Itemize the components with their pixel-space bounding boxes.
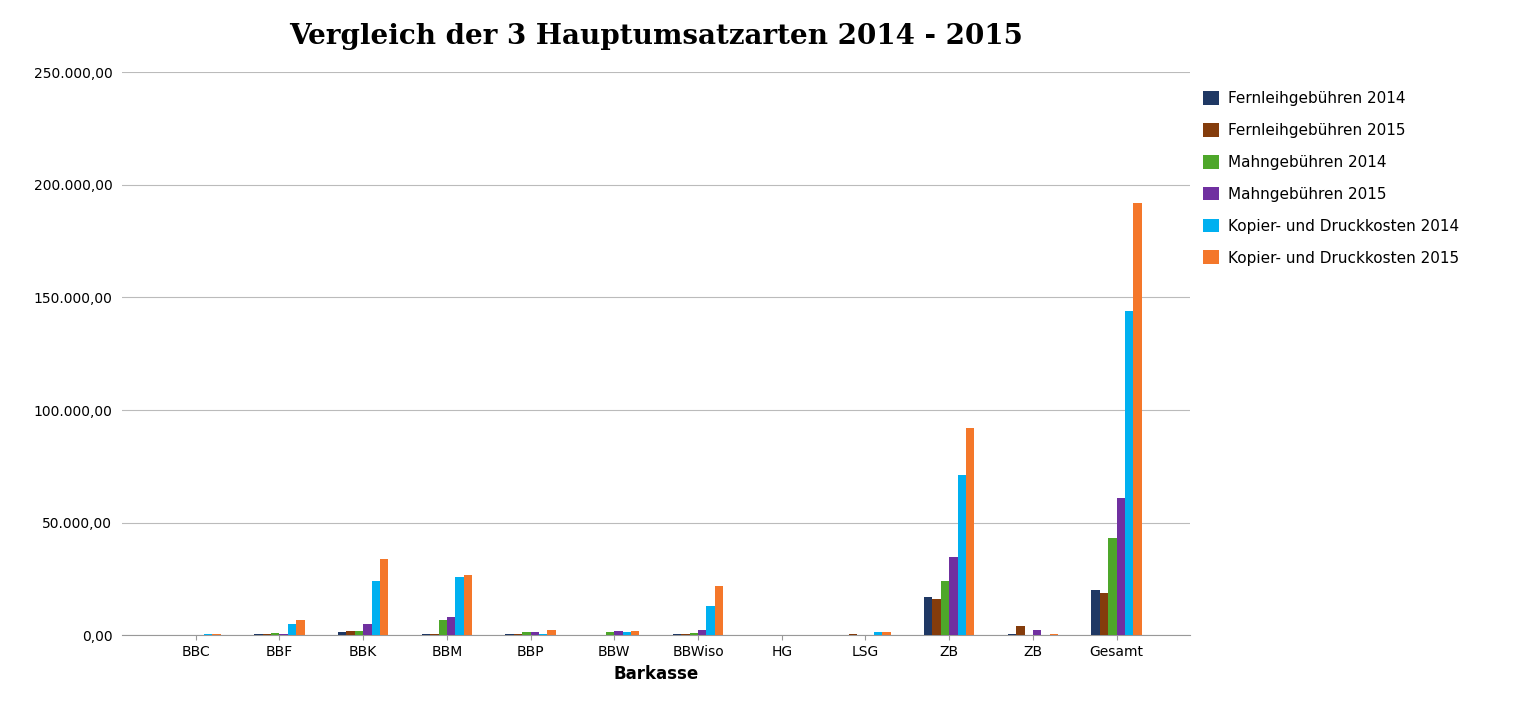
Bar: [514, 634, 522, 635]
Bar: [522, 632, 531, 635]
Bar: [632, 631, 639, 635]
Bar: [681, 634, 690, 635]
Bar: [255, 634, 262, 635]
Bar: [1016, 627, 1024, 635]
Bar: [288, 624, 296, 635]
Bar: [505, 634, 514, 635]
Bar: [874, 632, 882, 635]
Bar: [212, 634, 221, 635]
Bar: [371, 581, 380, 635]
Bar: [272, 633, 279, 635]
Bar: [346, 631, 356, 635]
Bar: [356, 631, 363, 635]
Bar: [548, 630, 555, 635]
Bar: [606, 632, 615, 635]
Bar: [539, 634, 548, 635]
Bar: [848, 634, 858, 635]
Title: Vergleich der 3 Hauptumsatzarten 2014 - 2015: Vergleich der 3 Hauptumsatzarten 2014 - …: [290, 23, 1022, 51]
Bar: [279, 634, 288, 635]
Bar: [714, 586, 723, 635]
Bar: [1007, 634, 1016, 635]
Bar: [673, 634, 681, 635]
Bar: [363, 624, 371, 635]
Bar: [1117, 498, 1125, 635]
Bar: [707, 606, 714, 635]
Bar: [615, 631, 623, 635]
Legend: Fernleihgebühren 2014, Fernleihgebühren 2015, Mahngebühren 2014, Mahngebühren 20: Fernleihgebühren 2014, Fernleihgebühren …: [1204, 91, 1459, 266]
Bar: [1091, 591, 1100, 635]
Bar: [204, 634, 212, 635]
Bar: [296, 619, 305, 635]
Bar: [957, 475, 966, 635]
Bar: [455, 577, 464, 635]
Bar: [1100, 593, 1108, 635]
Bar: [380, 559, 388, 635]
Bar: [1033, 630, 1041, 635]
Bar: [966, 428, 974, 635]
Bar: [447, 617, 455, 635]
X-axis label: Barkasse: Barkasse: [613, 665, 699, 682]
Bar: [882, 632, 891, 635]
Bar: [421, 634, 430, 635]
Bar: [262, 634, 272, 635]
Bar: [1108, 539, 1117, 635]
Bar: [339, 632, 346, 635]
Bar: [697, 630, 707, 635]
Bar: [949, 557, 957, 635]
Bar: [1125, 311, 1134, 635]
Bar: [925, 597, 932, 635]
Bar: [623, 632, 632, 635]
Bar: [932, 599, 942, 635]
Bar: [430, 634, 438, 635]
Bar: [438, 619, 447, 635]
Bar: [531, 632, 539, 635]
Bar: [464, 575, 472, 635]
Bar: [690, 633, 697, 635]
Bar: [942, 581, 949, 635]
Bar: [1134, 203, 1141, 635]
Bar: [1050, 634, 1058, 635]
